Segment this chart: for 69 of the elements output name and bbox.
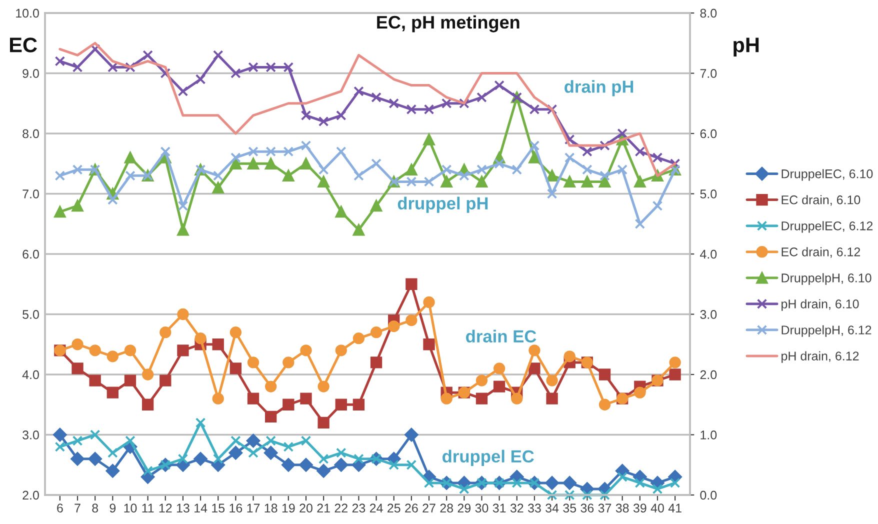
y2-tick-label: 1.0 bbox=[700, 430, 717, 440]
legend-label: pH drain, 6.12 bbox=[782, 351, 859, 363]
x-tick-label: 6 bbox=[57, 504, 63, 513]
annotation: druppel EC bbox=[442, 450, 534, 466]
x-tick-label: 8 bbox=[92, 504, 98, 513]
x-tick-label: 17 bbox=[247, 504, 260, 512]
x-tick-label: 19 bbox=[282, 504, 295, 513]
y-tick-label: 9.0 bbox=[22, 69, 39, 78]
x-tick-label: 14 bbox=[194, 504, 208, 512]
x-tick-label: 34 bbox=[546, 504, 559, 513]
x-tick-label: 25 bbox=[388, 504, 400, 513]
y2-tick-label: 0.0 bbox=[700, 490, 717, 500]
annotation: drain pH bbox=[564, 80, 634, 96]
y2-tick-label: 6.0 bbox=[700, 129, 717, 138]
x-tick-label: 10 bbox=[124, 504, 137, 513]
x-tick-label: 36 bbox=[580, 504, 594, 513]
x-tick-label: 20 bbox=[300, 504, 312, 513]
x-tick-label: 11 bbox=[142, 504, 154, 512]
x-tick-label: 9 bbox=[110, 504, 116, 513]
x-tick-label: 40 bbox=[650, 504, 664, 513]
y2-tick-label: 7.0 bbox=[700, 69, 717, 78]
chart-title: EC, pH metingen bbox=[377, 15, 520, 32]
x-tick-label: 16 bbox=[230, 504, 242, 513]
x-tick-label: 41 bbox=[668, 504, 682, 512]
y2-tick-label: 2.0 bbox=[700, 370, 717, 380]
x-tick-label: 21 bbox=[317, 504, 330, 512]
x-tick-label: 24 bbox=[370, 504, 383, 512]
y-tick-label: 8.0 bbox=[22, 129, 39, 138]
y2-axis-title: pH bbox=[734, 38, 759, 56]
x-tick-label: 35 bbox=[563, 504, 576, 513]
y2-tick-label: 8.0 bbox=[700, 8, 717, 18]
x-tick-label: 27 bbox=[422, 504, 436, 512]
legend-label: DruppelEC, 6.12 bbox=[782, 221, 873, 233]
x-tick-label: 37 bbox=[598, 504, 612, 513]
annotation: drain EC bbox=[466, 330, 536, 343]
y-tick-label: 2.0 bbox=[22, 490, 39, 500]
x-tick-label: 23 bbox=[352, 504, 366, 513]
legend-label: pH drain, 6.10 bbox=[782, 299, 859, 311]
y-tick-label: 4.0 bbox=[22, 370, 39, 380]
x-tick-label: 31 bbox=[492, 504, 506, 513]
x-tick-label: 15 bbox=[212, 504, 225, 513]
y-tick-label: 3.0 bbox=[22, 430, 39, 440]
x-tick-label: 18 bbox=[264, 504, 278, 513]
x-tick-label: 33 bbox=[528, 504, 541, 513]
x-tick-label: 38 bbox=[616, 504, 629, 513]
legend-label: DruppelpH, 6.12 bbox=[782, 325, 872, 337]
annotation: druppel pH bbox=[398, 196, 488, 213]
legend-label: DruppelEC, 6.10 bbox=[782, 169, 873, 181]
x-tick-label: 13 bbox=[176, 504, 190, 513]
y-axis-title: EC bbox=[10, 38, 37, 52]
y-tick-label: 7.0 bbox=[22, 190, 39, 198]
y2-tick-label: 4.0 bbox=[700, 250, 717, 259]
y-tick-label: 6.0 bbox=[22, 250, 39, 259]
x-tick-label: 30 bbox=[475, 504, 488, 513]
legend-label: DruppelpH, 6.10 bbox=[782, 273, 872, 285]
x-tick-label: 32 bbox=[510, 504, 524, 513]
x-tick-label: 22 bbox=[334, 504, 348, 512]
y2-tick-label: 5.0 bbox=[700, 190, 717, 198]
y2-tick-label: 3.0 bbox=[700, 310, 717, 319]
x-tick-label: 29 bbox=[458, 504, 471, 513]
x-tick-label: 26 bbox=[405, 504, 418, 513]
x-tick-label: 7 bbox=[74, 504, 80, 512]
y-tick-label: 5.0 bbox=[22, 310, 39, 319]
x-tick-label: 12 bbox=[159, 504, 172, 512]
x-tick-label: 39 bbox=[633, 504, 646, 513]
x-tick-label: 28 bbox=[440, 504, 453, 513]
legend-label: EC drain, 6.10 bbox=[782, 195, 860, 206]
legend-label: EC drain, 6.12 bbox=[782, 247, 860, 258]
y-tick-label: 10.0 bbox=[16, 8, 39, 18]
